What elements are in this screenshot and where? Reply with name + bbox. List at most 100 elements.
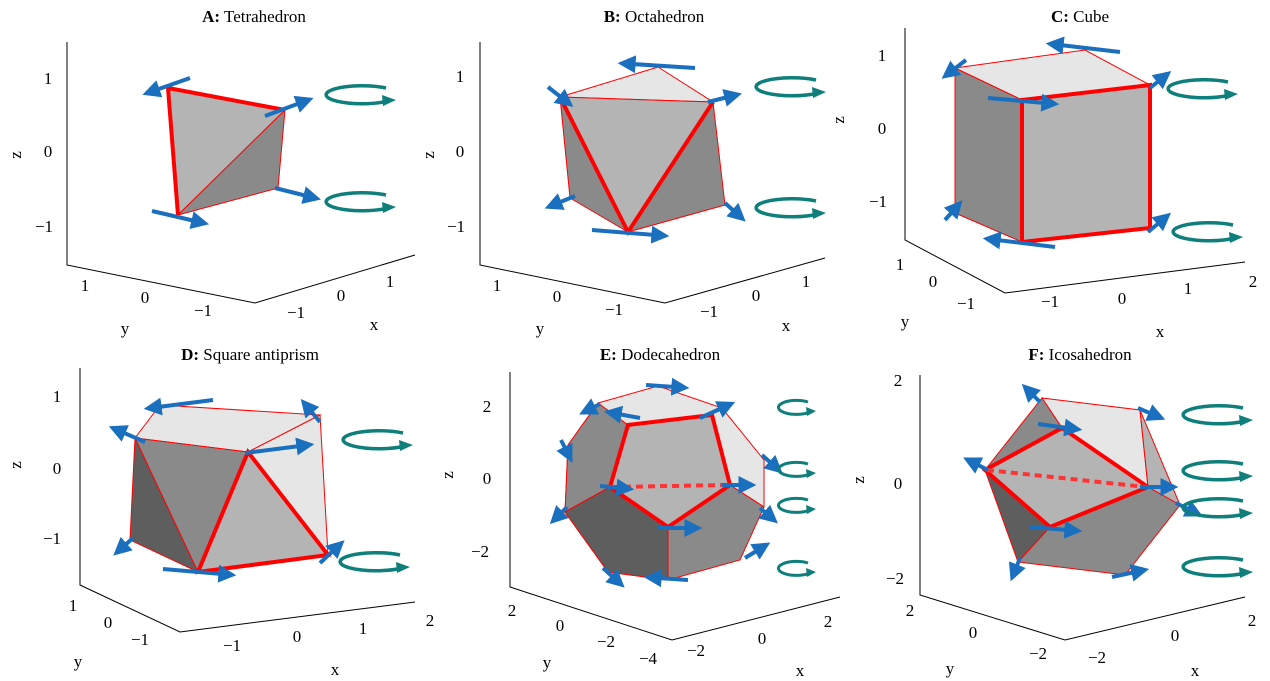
z-tick-label: 2 [894, 371, 903, 390]
panel-e: E: Dodecahedron z y x 2 0 −2 2 0 −2 −4 −2 0 2 [438, 345, 840, 680]
z-tick-label: 1 [44, 69, 53, 88]
panel-a: A: Tetrahedron z y x 1 0 −1 1 0 −1 −1 0 1 [6, 7, 415, 338]
y-tick-label: 1 [493, 276, 502, 295]
z-tick-label: 2 [483, 397, 492, 416]
y-axis-label: y [543, 653, 552, 672]
y-tick-label: 0 [556, 616, 565, 635]
x-tick-label: −2 [1088, 648, 1106, 667]
z-axis-label: z [6, 151, 25, 159]
y-axis-label: y [74, 652, 83, 671]
panel-letter: B: [604, 7, 621, 26]
panel-b: B: Octahedron z y x 1 0 −1 1 0 −1 −1 0 1 [419, 7, 826, 338]
y-tick-label: 1 [896, 255, 905, 274]
panel-letter: A: [202, 7, 220, 26]
x-tick-label: 0 [1171, 626, 1180, 645]
x-tick-label: 1 [1184, 279, 1193, 298]
panel-letter: F: [1028, 345, 1044, 364]
x-tick-label: 0 [1118, 289, 1127, 308]
z-tick-label: −1 [869, 192, 887, 211]
panel-name: Square antiprism [199, 345, 319, 364]
y-tick-label: 0 [141, 288, 150, 307]
y-tick-label: 0 [929, 272, 938, 291]
panel-title: C: Cube [1051, 7, 1109, 26]
y-tick-label: −2 [597, 632, 615, 651]
x-tick-label: 1 [386, 272, 395, 291]
x-tick-label: 0 [293, 627, 302, 646]
x-tick-label: 1 [802, 272, 811, 291]
y-tick-label: −1 [131, 630, 149, 649]
x-tick-label: 1 [359, 619, 368, 638]
x-tick-label: 2 [426, 611, 435, 630]
panel-title: E: Dodecahedron [600, 345, 721, 364]
y-tick-label: 0 [969, 623, 978, 642]
y-axis-label: y [901, 312, 910, 331]
x-axis-label: x [1191, 661, 1200, 680]
x-axis-label: x [370, 315, 379, 334]
z-tick-label: 0 [456, 142, 465, 161]
x-tick-label: −1 [223, 636, 241, 655]
y-tick-label: 2 [508, 601, 517, 620]
z-tick-label: −1 [35, 217, 53, 236]
x-tick-label: 0 [758, 629, 767, 648]
panel-letter: D: [181, 345, 199, 364]
x-tick-label: −1 [700, 302, 718, 321]
z-tick-label: 0 [483, 469, 492, 488]
x-tick-label: 2 [1248, 611, 1257, 630]
x-tick-label: −1 [1041, 292, 1059, 311]
z-tick-label: −2 [886, 569, 904, 588]
y-axis-label: y [946, 659, 955, 678]
x-axis-label: x [782, 316, 791, 335]
y-tick-label: −4 [639, 649, 658, 668]
y-tick-label: −2 [1029, 644, 1047, 663]
y-tick-label: 0 [104, 613, 113, 632]
z-tick-label: 0 [53, 459, 62, 478]
z-tick-label: 1 [878, 46, 887, 65]
z-tick-label: 0 [878, 119, 887, 138]
x-tick-label: 2 [824, 612, 833, 631]
figure: A: Tetrahedron z y x 1 0 −1 1 0 −1 −1 0 1 B: Octahed… [0, 0, 1270, 681]
y-tick-label: 2 [906, 601, 915, 620]
panel-name: Octahedron [621, 7, 705, 26]
z-tick-label: −1 [43, 529, 61, 548]
z-axis-label: z [438, 471, 457, 479]
panel-d: D: Square antiprism z y x 1 0 −1 1 0 −1 −1 0 1 2 [6, 345, 434, 679]
y-axis-label: y [536, 319, 545, 338]
panel-name: Icosahedron [1044, 345, 1132, 364]
panel-title: F: Icosahedron [1028, 345, 1132, 364]
x-axis-label: x [796, 661, 805, 680]
y-tick-label: −1 [194, 301, 212, 320]
z-axis-label: z [849, 476, 868, 484]
x-tick-label: 2 [1249, 272, 1258, 291]
panel-title: D: Square antiprism [181, 345, 319, 364]
panel-name: Cube [1069, 7, 1109, 26]
x-tick-label: −2 [687, 641, 705, 660]
panel-letter: C: [1051, 7, 1069, 26]
y-tick-label: −1 [605, 300, 623, 319]
y-tick-label: 0 [553, 287, 562, 306]
panel-letter: E: [600, 345, 617, 364]
z-tick-label: 0 [894, 474, 903, 493]
y-tick-label: 1 [69, 596, 78, 615]
z-axis-label: z [419, 151, 438, 159]
panel-title: A: Tetrahedron [202, 7, 306, 26]
panel-title: B: Octahedron [604, 7, 705, 26]
z-tick-label: 1 [53, 387, 62, 406]
y-tick-label: 1 [81, 276, 90, 295]
y-tick-label: −1 [957, 294, 975, 313]
x-tick-label: 0 [752, 286, 761, 305]
panel-c: C: Cube z y x 1 0 −1 1 0 −1 −1 0 1 2 [829, 7, 1257, 341]
z-tick-label: −2 [471, 542, 489, 561]
z-axis-label: z [829, 116, 848, 124]
x-tick-label: −1 [287, 303, 305, 322]
panel-name: Tetrahedron [220, 7, 306, 26]
panel-name: Dodecahedron [617, 345, 721, 364]
z-tick-label: −1 [447, 217, 465, 236]
x-tick-label: 0 [337, 286, 346, 305]
z-tick-label: 0 [44, 142, 53, 161]
z-axis-label: z [6, 461, 25, 469]
z-tick-label: 1 [456, 67, 465, 86]
x-axis-label: x [1156, 322, 1165, 341]
y-axis-label: y [121, 319, 130, 338]
x-axis-label: x [331, 660, 340, 679]
